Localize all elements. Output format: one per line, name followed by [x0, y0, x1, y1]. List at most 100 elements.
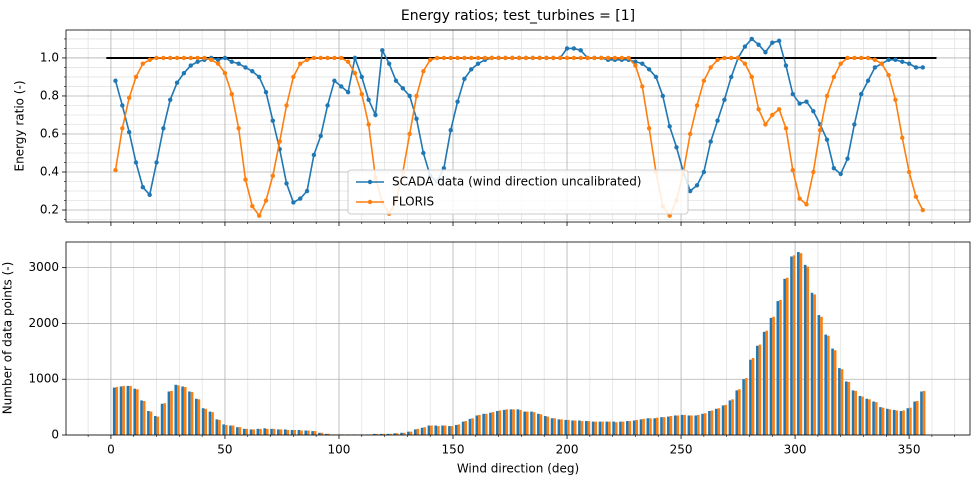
point	[694, 183, 700, 188]
x-tick-label: 250	[670, 443, 693, 457]
bar	[211, 412, 214, 435]
point	[886, 72, 891, 78]
point	[209, 57, 214, 63]
bar	[478, 414, 481, 435]
bar	[701, 413, 704, 435]
point	[455, 99, 460, 104]
bar	[375, 433, 379, 435]
y-tick-label: 1000	[28, 372, 59, 386]
point	[284, 103, 289, 108]
point	[243, 65, 248, 70]
bar	[865, 398, 869, 435]
point	[133, 74, 139, 80]
bar	[489, 412, 492, 435]
bar	[838, 368, 841, 435]
point	[872, 65, 878, 70]
bar	[153, 416, 157, 435]
bar	[519, 409, 522, 435]
bar	[612, 421, 615, 435]
legend-label: SCADA data (wind direction uncalibrated)	[392, 175, 642, 189]
point	[168, 55, 173, 61]
point	[646, 126, 652, 131]
bar	[252, 429, 255, 435]
bar	[667, 416, 670, 435]
bar	[731, 399, 734, 435]
point	[168, 97, 173, 102]
bar	[797, 252, 800, 435]
point	[311, 152, 317, 158]
bar	[293, 429, 296, 435]
x-tick-label: 100	[328, 443, 351, 457]
point	[298, 61, 303, 66]
bar	[183, 387, 187, 435]
point	[366, 97, 371, 102]
bar	[177, 385, 180, 435]
bar	[683, 414, 686, 435]
point	[229, 91, 234, 97]
bar	[245, 428, 249, 435]
point	[243, 177, 248, 182]
point	[859, 55, 864, 61]
point	[496, 55, 501, 61]
bar	[557, 419, 561, 435]
point	[174, 80, 180, 85]
bar	[571, 420, 574, 435]
bar	[669, 416, 673, 435]
bar	[578, 420, 581, 435]
point	[147, 192, 152, 198]
point	[722, 97, 727, 102]
bar	[409, 431, 413, 435]
bar	[885, 408, 889, 435]
bar	[129, 385, 132, 435]
bar	[167, 391, 171, 435]
point	[749, 74, 754, 80]
point	[256, 213, 262, 218]
bar	[608, 421, 611, 435]
point	[653, 74, 659, 80]
point	[571, 46, 577, 51]
bar	[708, 411, 711, 435]
bar	[673, 415, 677, 435]
point	[667, 213, 672, 218]
point	[626, 55, 631, 61]
x-tick-label: 0	[107, 443, 115, 457]
bar	[655, 417, 659, 435]
point	[482, 55, 488, 61]
point	[174, 55, 180, 61]
point	[845, 156, 850, 161]
bar	[407, 431, 410, 435]
y-tick-label: 0.4	[40, 165, 59, 179]
bar	[149, 411, 153, 435]
point	[400, 86, 406, 91]
point	[462, 76, 467, 82]
point	[920, 207, 925, 213]
point	[865, 55, 871, 61]
bar	[920, 391, 923, 435]
bar	[851, 390, 855, 435]
bar	[728, 400, 732, 435]
bar	[236, 427, 239, 435]
point	[756, 107, 761, 112]
point	[188, 63, 193, 68]
bar	[464, 421, 468, 435]
point	[339, 84, 344, 89]
point	[578, 48, 583, 53]
point	[687, 131, 693, 137]
point	[386, 61, 392, 66]
point	[284, 181, 289, 186]
bar	[136, 389, 139, 435]
point	[667, 124, 672, 129]
x-tick-label: 200	[556, 443, 579, 457]
bar	[505, 409, 509, 435]
point	[126, 95, 132, 101]
bar	[703, 413, 707, 435]
bar	[915, 400, 919, 435]
point	[421, 150, 426, 156]
bar	[560, 419, 563, 435]
bar	[687, 415, 691, 435]
y-tick-label: 0.6	[40, 126, 59, 140]
point	[345, 59, 351, 64]
point	[414, 93, 419, 99]
y-tick-label: 1.0	[40, 50, 59, 64]
point	[838, 171, 843, 177]
